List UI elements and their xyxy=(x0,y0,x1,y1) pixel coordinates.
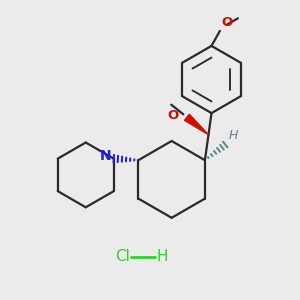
Text: O: O xyxy=(222,16,233,28)
Text: O: O xyxy=(167,109,178,122)
Polygon shape xyxy=(184,114,208,135)
Text: Cl: Cl xyxy=(116,249,130,264)
Text: H: H xyxy=(156,249,167,264)
Text: N: N xyxy=(100,149,111,163)
Text: H: H xyxy=(228,129,238,142)
